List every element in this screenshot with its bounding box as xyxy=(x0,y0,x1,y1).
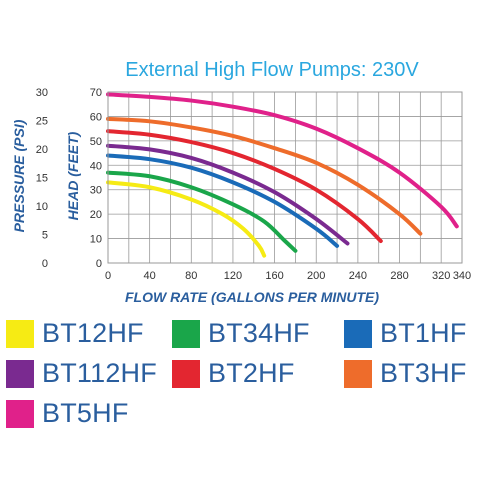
y-tick-label: 50 xyxy=(90,136,102,148)
y-axis-secondary-label: PRESSURE (PSI) xyxy=(11,119,27,232)
y-tick-label: 70 xyxy=(90,87,102,99)
x-tick-label: 240 xyxy=(349,270,367,282)
series-line-bt12hf xyxy=(106,180,267,258)
x-tick-label: 0 xyxy=(105,270,111,282)
series-line-bt34hf xyxy=(106,170,298,253)
y-secondary-tick-label: 10 xyxy=(36,201,48,213)
series-line-bt1hf xyxy=(106,153,340,248)
y-tick-label: 30 xyxy=(90,185,102,197)
x-tick-label: 160 xyxy=(265,270,283,282)
y-tick-label: 60 xyxy=(90,111,102,123)
x-tick-label: 280 xyxy=(390,270,408,282)
y-secondary-tick-label: 20 xyxy=(36,144,48,156)
series-lines xyxy=(106,92,459,258)
series-line-bt5hf xyxy=(106,92,459,229)
series-line-bt2hf xyxy=(106,129,383,244)
plot-border xyxy=(107,91,463,264)
x-axis-label: FLOW RATE (GALLONS PER MINUTE) xyxy=(125,289,379,305)
y-tick-label: 0 xyxy=(96,258,102,270)
y-secondary-tick-label: 15 xyxy=(36,173,48,185)
series-line-bt3hf xyxy=(106,116,423,236)
x-tick-label: 200 xyxy=(307,270,325,282)
y-secondary-tick-label: 0 xyxy=(42,258,48,270)
y-tick-label: 40 xyxy=(90,160,102,172)
x-tick-label: 40 xyxy=(144,270,156,282)
x-tick-label: 80 xyxy=(185,270,197,282)
axes: 0 10 20 30 40 50 60 70 0 5 10 15 20 25 30 0 40 80 120 160 20… xyxy=(36,87,471,282)
y-axis-label: HEAD (FEET) xyxy=(65,131,81,220)
y-tick-label: 20 xyxy=(90,209,102,221)
y-secondary-tick-label: 25 xyxy=(36,116,48,128)
y-secondary-tick-label: 30 xyxy=(36,87,48,99)
y-secondary-tick-label: 5 xyxy=(42,230,48,242)
x-tick-label: 340 xyxy=(453,270,471,282)
x-tick-label: 120 xyxy=(224,270,242,282)
chart-title: External High Flow Pumps: 230V xyxy=(125,59,419,81)
y-tick-label: 10 xyxy=(90,234,102,246)
series-line-bt112hf xyxy=(106,143,350,246)
x-tick-label: 320 xyxy=(432,270,450,282)
